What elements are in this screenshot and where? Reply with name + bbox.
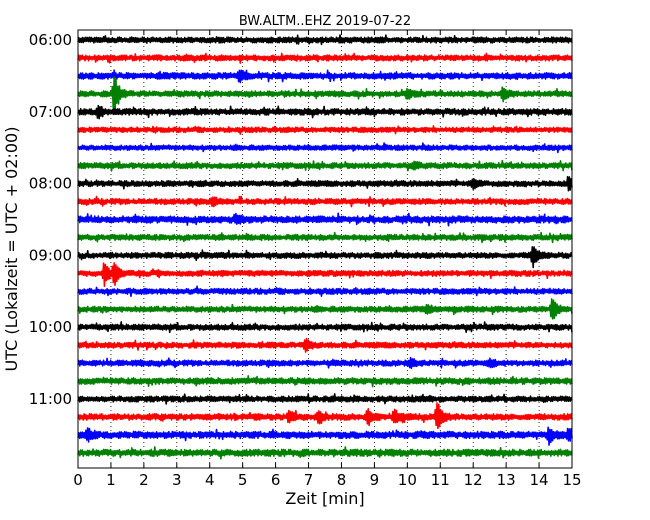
trace-0715 — [77, 125, 573, 135]
trace-0945 — [77, 298, 573, 320]
x-tick-label: 9 — [370, 471, 380, 489]
trace-1100 — [77, 393, 573, 405]
x-axis-label: Zeit [min] — [285, 489, 364, 508]
trace-0700 — [77, 104, 573, 120]
trace-1115 — [77, 402, 573, 430]
trace-1030 — [77, 356, 573, 370]
trace-1145 — [77, 446, 573, 460]
x-tick-label: 12 — [464, 471, 483, 489]
trace-0745 — [77, 159, 573, 172]
trace-0845 — [77, 231, 573, 244]
y-tick-label: 06:00 — [29, 31, 72, 49]
trace-1000 — [77, 321, 573, 334]
x-tick-label: 8 — [337, 471, 347, 489]
y-tick-label: 08:00 — [29, 175, 72, 193]
x-tick-label: 2 — [139, 471, 149, 489]
trace-0900 — [77, 246, 573, 269]
trace-1015 — [77, 337, 573, 353]
y-axis-label: UTC (Lokalzeit = UTC + 02:00) — [2, 127, 21, 372]
x-tick-label: 3 — [172, 471, 182, 489]
y-tick-label: 07:00 — [29, 103, 72, 121]
trace-1045 — [77, 375, 573, 388]
y-axis-ticks: 06:00 07:00 08:00 09:00 10:00 11:00 — [29, 31, 83, 408]
trace-0815 — [77, 195, 573, 208]
trace-0600 — [77, 34, 573, 46]
x-tick-label: 1 — [106, 471, 116, 489]
y-tick-label: 11:00 — [29, 390, 72, 408]
plot-frame — [77, 29, 573, 469]
chart-title: BW.ALTM..EHZ 2019-07-22 — [239, 14, 411, 29]
x-tick-label: 6 — [271, 471, 281, 489]
x-tick-label: 11 — [431, 471, 450, 489]
y-tick-label: 10:00 — [29, 318, 72, 336]
trace-0730 — [77, 142, 573, 154]
x-tick-label: 5 — [238, 471, 248, 489]
trace-0830 — [77, 212, 573, 227]
trace-1130 — [77, 426, 573, 446]
traces-group — [77, 34, 573, 460]
x-tick-label: 13 — [497, 471, 516, 489]
trace-0800 — [77, 175, 573, 192]
x-axis-ticks: 0 1 2 3 4 5 6 7 8 9 10 11 12 13 14 15 — [73, 30, 582, 489]
x-tick-label: 10 — [398, 471, 417, 489]
x-tick-label: 15 — [562, 471, 581, 489]
x-tick-label: 0 — [73, 471, 83, 489]
trace-0930 — [77, 285, 573, 298]
y-tick-label: 09:00 — [29, 246, 72, 264]
trace-0915 — [77, 262, 573, 288]
trace-0615 — [77, 52, 573, 64]
x-tick-label: 14 — [530, 471, 549, 489]
trace-0630 — [77, 69, 573, 84]
x-tick-label: 4 — [205, 471, 215, 489]
trace-0645 — [77, 76, 573, 115]
x-tick-label: 7 — [304, 471, 314, 489]
